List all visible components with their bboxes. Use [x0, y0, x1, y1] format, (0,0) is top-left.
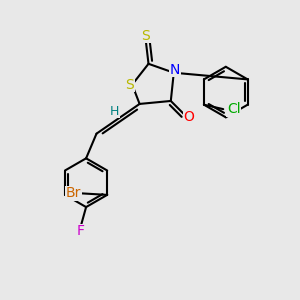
Text: H: H	[110, 105, 119, 118]
Text: O: O	[183, 110, 194, 124]
Text: S: S	[141, 28, 150, 43]
Text: S: S	[125, 78, 134, 92]
Text: Cl: Cl	[227, 102, 240, 116]
Text: N: N	[170, 63, 181, 77]
Text: Br: Br	[66, 186, 81, 200]
Text: F: F	[76, 224, 84, 239]
